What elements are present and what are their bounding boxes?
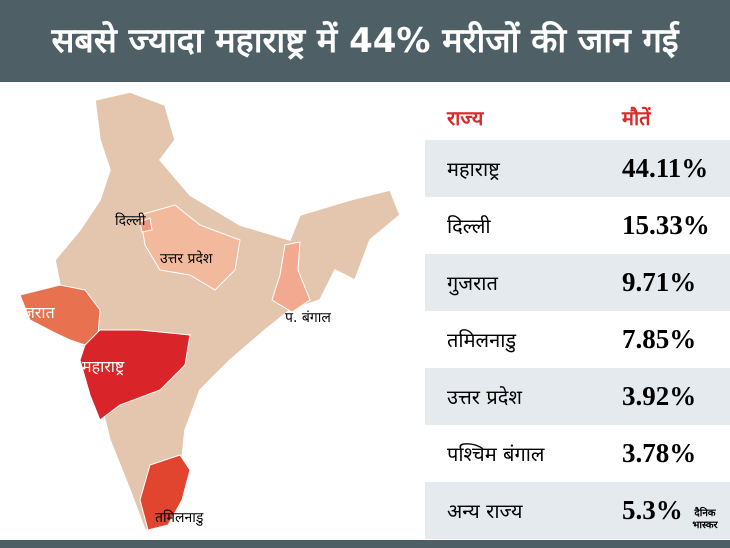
table-row: दिल्ली 15.33% — [425, 197, 730, 254]
state-name: पश्चिम बंगाल — [447, 442, 545, 466]
table-row: गुजरात 9.71% — [425, 254, 730, 311]
table-row: महाराष्ट्र 44.11% — [425, 140, 730, 197]
state-name: अन्य राज्य — [447, 499, 523, 523]
map-label: दिल्ली — [115, 212, 146, 229]
death-share: 3.92% — [622, 381, 697, 411]
death-share: 5.3% — [622, 495, 683, 525]
map-label: प. बंगाल — [285, 310, 331, 326]
tamil-nadu — [139, 454, 191, 531]
title: सबसे ज्यादा महाराष्ट्र में 44% मरीजों की… — [0, 0, 730, 82]
map-label: महाराष्ट्र — [82, 357, 125, 376]
maharashtra — [79, 329, 191, 421]
state-name: उत्तर प्रदेश — [447, 385, 522, 409]
table-row: तमिलनाडु 7.85% — [425, 311, 730, 368]
header-cell: मौतें — [622, 106, 651, 130]
death-share: 44.11% — [622, 153, 709, 183]
footer-bar — [0, 540, 730, 548]
death-share: 3.78% — [622, 438, 697, 468]
table-row: पश्चिम बंगाल 3.78% — [425, 425, 730, 482]
delhi — [139, 217, 153, 233]
logo-text: दैनिक — [694, 508, 716, 519]
table-header: राज्य मौतें — [425, 95, 730, 140]
state-name: महाराष्ट्र — [447, 157, 500, 181]
map-label: गुजरात — [14, 303, 56, 323]
death-share: 15.33% — [622, 210, 710, 240]
logo-text: भास्कर — [692, 520, 718, 531]
state-name: दिल्ली — [447, 214, 491, 238]
table-row: उत्तर प्रदेश 3.92% — [425, 368, 730, 425]
map-label: उत्तर प्रदेश — [160, 250, 213, 267]
death-share: 7.85% — [622, 324, 697, 354]
header-cell: राज्य — [447, 106, 484, 130]
logo: दैनिक भास्कर — [684, 500, 726, 548]
table-row: अन्य राज्य 5.3% — [425, 482, 730, 539]
map-label: तमिलनाडु — [155, 509, 204, 526]
state-name: तमिलनाडु — [447, 328, 517, 352]
death-share: 9.71% — [622, 267, 697, 297]
west-bengal — [271, 241, 311, 313]
state-name: गुजरात — [447, 271, 498, 295]
table: राज्य मौतें महाराष्ट्र 44.11% दिल्ली 15.33%… — [425, 95, 730, 539]
india-map: दिल्ली उत्तर प्रदेश गुजरात महाराष्ट्र प.… — [14, 91, 401, 531]
uttar-pradesh — [139, 204, 241, 291]
